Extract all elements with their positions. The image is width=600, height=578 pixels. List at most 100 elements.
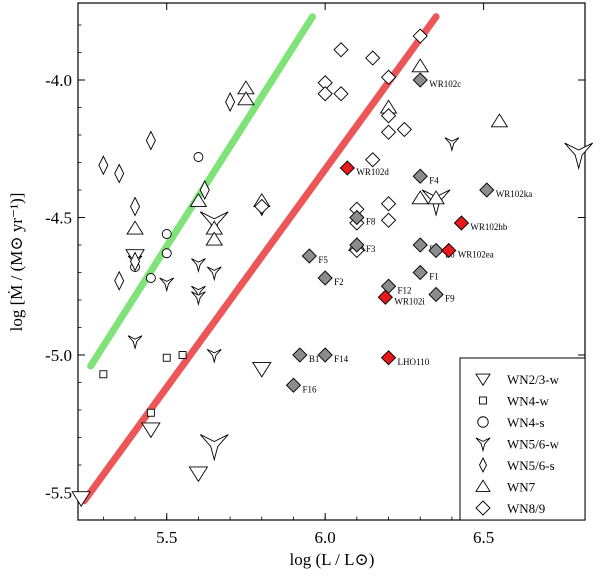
point-thin-diamond — [114, 163, 125, 184]
legend-label: WN2/3-w — [507, 372, 560, 387]
point-tri-down — [206, 348, 222, 364]
y-tick-label: -5.5 — [45, 484, 72, 503]
point-circle — [161, 229, 172, 239]
labeled-star-marker — [380, 350, 397, 366]
labeled-star-marker — [301, 248, 317, 264]
legend-label: WN5/6-w — [507, 437, 560, 452]
legend-marker — [475, 479, 491, 492]
point-triangle-up — [205, 231, 224, 246]
labeled-star-marker — [412, 72, 428, 88]
star-label: F12 — [398, 285, 412, 295]
star-label: LHO110 — [398, 357, 430, 367]
legend-marker — [479, 396, 487, 405]
legend-box — [459, 357, 586, 521]
point-triangle-down — [141, 422, 161, 439]
point-circle — [145, 273, 156, 283]
legend-label: WN7 — [507, 480, 536, 495]
y-axis-ticks: -5.5 -5.0 -4.5 -4.0 — [45, 24, 585, 521]
plot-frame — [77, 2, 586, 521]
point-diamond — [380, 69, 397, 85]
point-triangle-up — [427, 190, 445, 205]
point-triangle-up — [490, 113, 509, 128]
star-label: F2 — [334, 277, 344, 287]
star-label: F14 — [334, 354, 349, 364]
point-diamond — [333, 42, 349, 58]
labeled-star-marker — [412, 168, 428, 184]
legend-marker — [475, 437, 491, 453]
point-triangle-down — [71, 491, 91, 507]
point-tri-down — [191, 291, 206, 307]
labeled-star-marker — [479, 182, 495, 198]
x-tick-label: 6.5 — [473, 528, 494, 547]
point-thin-diamond — [145, 130, 156, 151]
x-axis-ticks: 5.5 6.0 6.5 — [102, 3, 580, 547]
labeled-star-marker — [441, 242, 457, 259]
point-circle — [193, 152, 204, 162]
point-diamond — [365, 152, 381, 168]
star-label: F9 — [445, 294, 455, 304]
point-tri-down — [191, 285, 206, 301]
point-diamond — [412, 28, 428, 44]
x-axis-title: log (L / L⊙) — [290, 550, 375, 569]
star-label: WR102ka — [496, 189, 533, 199]
point-triangle-up — [126, 220, 144, 235]
point-thin-diamond — [130, 251, 141, 272]
point-square — [99, 370, 108, 379]
legend-label: WN5/6-s — [507, 458, 555, 473]
point-thin-diamond — [130, 196, 141, 217]
point-diamond — [380, 196, 397, 212]
point-tri-down — [206, 266, 222, 282]
y-axis-title: log [Ṁ / (M⊙ yr⁻¹)] — [7, 193, 26, 332]
point-triangle-down — [251, 362, 272, 378]
point-tri-down — [564, 142, 593, 171]
star-label: F5 — [318, 255, 328, 265]
point-tri-down — [191, 258, 206, 274]
point-diamond — [380, 108, 397, 124]
x-tick-label: 6.0 — [315, 528, 336, 547]
star-label: WR102d — [356, 167, 389, 177]
y-tick-label: -4.0 — [45, 71, 72, 90]
labeled-stars: WR102cWR102dF4WR102kaF8WR102hbF3F7F6WR10… — [285, 72, 533, 394]
point-diamond — [254, 198, 270, 215]
point-thin-diamond — [199, 179, 210, 201]
x-tick-label: 5.5 — [156, 528, 177, 547]
point-tri-down — [199, 434, 229, 462]
labeled-star-marker — [317, 270, 333, 286]
point-tri-down — [444, 137, 460, 153]
labeled-star-marker — [292, 347, 308, 363]
legend-marker — [478, 456, 488, 474]
labeled-star-marker — [339, 160, 355, 176]
labeled-star-marker — [412, 264, 428, 281]
point-diamond — [365, 50, 381, 66]
labeled-star-marker — [412, 237, 428, 253]
legend-marker — [475, 373, 491, 387]
labeled-star-marker — [453, 215, 470, 231]
labeled-star-marker — [349, 237, 365, 253]
point-diamond — [380, 212, 397, 228]
point-square — [178, 351, 187, 359]
star-label: WR102hb — [470, 222, 507, 232]
labeled-star-marker — [285, 377, 302, 393]
legend-marker — [477, 416, 489, 428]
point-triangle-up — [237, 91, 255, 106]
point-tri-down — [127, 335, 143, 351]
data-points — [71, 28, 593, 507]
star-label: WR102c — [429, 79, 461, 89]
point-tri-down — [159, 277, 175, 293]
point-diamond — [333, 86, 349, 102]
y-tick-label: -5.0 — [45, 346, 72, 365]
star-label: B1 — [309, 354, 320, 364]
red-trend-line — [80, 13, 440, 505]
labeled-star-marker — [428, 286, 444, 303]
point-square — [162, 353, 171, 362]
star-label: F8 — [366, 217, 376, 227]
labeled-star-marker — [377, 289, 394, 305]
point-thin-diamond — [98, 155, 109, 176]
point-triangle-up — [189, 192, 208, 208]
point-diamond — [317, 86, 333, 102]
legend: WN2/3-w WN4-w WN4-s WN5/6-w WN5/6-s WN7 WN8/9 — [459, 357, 586, 521]
star-label: F16 — [302, 384, 317, 394]
labeled-star-marker — [317, 347, 333, 363]
legend-label: WN8/9 — [507, 501, 545, 516]
